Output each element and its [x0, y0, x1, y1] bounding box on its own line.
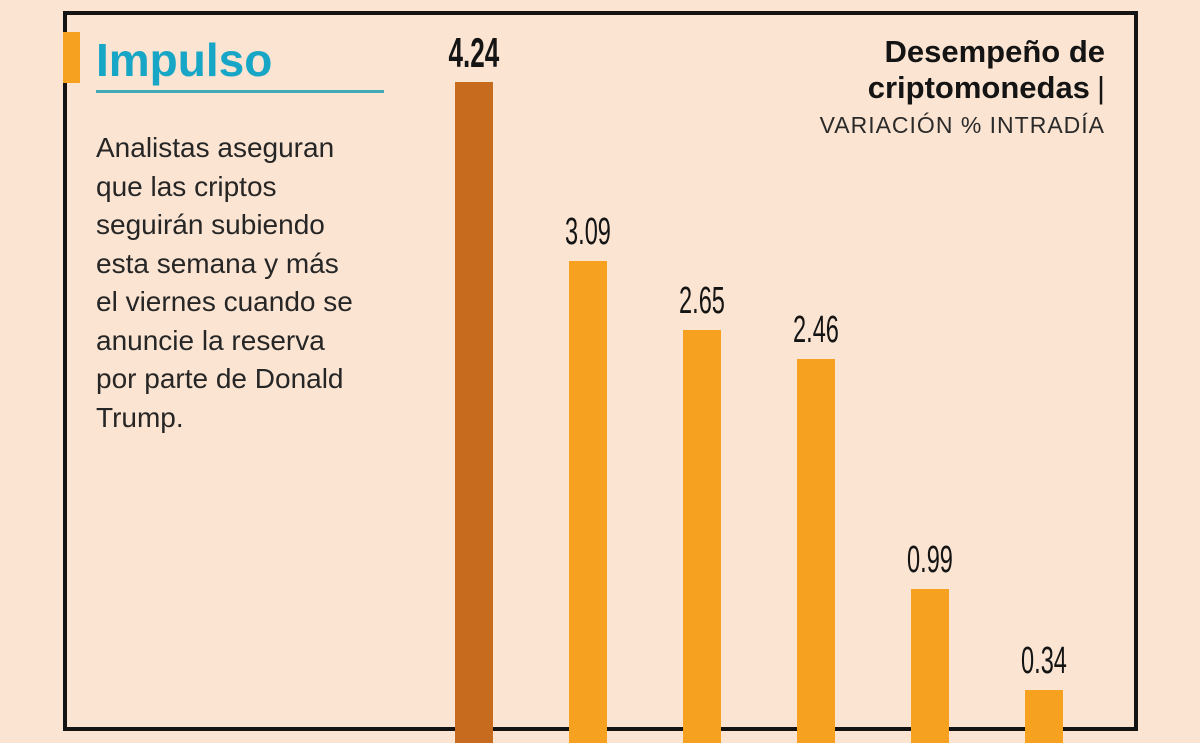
- chart-title-line2: criptomonedas |: [867, 70, 1105, 105]
- intro-line: Analistas aseguran: [96, 132, 335, 163]
- bar-chart: 4.24 3.09 2.65 2.46 0.99 0.34: [448, 28, 1067, 743]
- bar: [1025, 689, 1063, 743]
- title-underline: [96, 90, 384, 93]
- bar-value-label: 0.34: [1021, 639, 1067, 682]
- page-title: Impulso: [96, 34, 273, 86]
- bar: [683, 329, 721, 743]
- intro-line: el viernes cuando se: [96, 286, 353, 317]
- bar: [911, 588, 949, 743]
- kicker-marker: [63, 32, 80, 83]
- bar: [455, 81, 493, 743]
- bar: [569, 261, 607, 743]
- bar-value-label: 2.65: [679, 279, 725, 322]
- intro-line: por parte de Donald: [96, 363, 344, 394]
- intro-line: esta semana y más: [96, 247, 339, 279]
- intro-line: que las criptos: [96, 170, 277, 202]
- bar: [797, 359, 835, 743]
- bar-value-label: 4.24: [448, 28, 500, 76]
- chart-title-line1: Desempeño de: [884, 34, 1105, 69]
- bar-value-label: 2.46: [793, 309, 839, 352]
- chart-title-separator: |: [1096, 70, 1105, 105]
- chart-subtitle: VARIACIÓN % INTRADÍA: [819, 112, 1105, 138]
- intro-paragraph: Analistas aseguran que las criptos segui…: [96, 129, 416, 437]
- intro-line: seguirán subiendo: [96, 209, 325, 240]
- bar-value-label: 0.99: [907, 538, 953, 581]
- intro-line: anuncie la reserva: [96, 324, 325, 356]
- chart-header: Desempeño de criptomonedas | VARIACIÓN % …: [820, 34, 1105, 139]
- bar-value-label: 3.09: [565, 211, 611, 254]
- intro-line: Trump.: [96, 401, 184, 433]
